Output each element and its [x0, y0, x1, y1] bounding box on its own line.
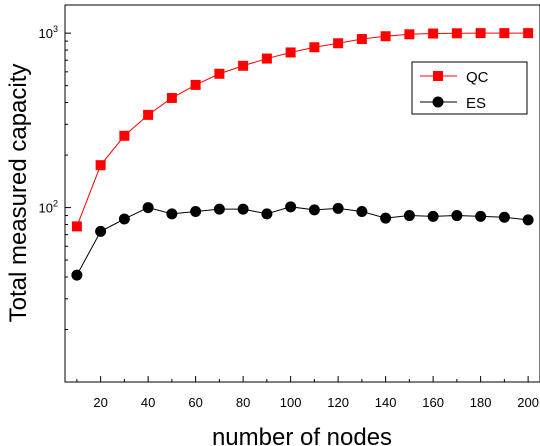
x-tick-label: 100 [280, 395, 302, 410]
data-point-es [71, 269, 83, 281]
data-point-es [237, 203, 249, 215]
legend-box [411, 61, 528, 115]
data-point-es [356, 205, 368, 217]
x-tick-label: 120 [327, 395, 349, 410]
data-point-es [213, 203, 225, 215]
data-point-qc [523, 28, 534, 39]
data-point-es [118, 213, 130, 225]
y-tick-label: 102 [39, 199, 58, 216]
data-point-qc [451, 28, 462, 39]
x-tick-label: 180 [470, 395, 492, 410]
legend-es-label: ES [466, 95, 486, 112]
data-point-qc [475, 28, 486, 39]
data-point-es [142, 202, 154, 214]
data-point-qc [356, 34, 367, 45]
data-point-es [166, 208, 178, 220]
data-point-es [308, 204, 320, 216]
data-point-qc [428, 28, 439, 39]
x-tick-label: 20 [93, 395, 107, 410]
data-point-qc [71, 221, 82, 232]
x-axis-title: number of nodes [212, 424, 392, 446]
data-point-es [285, 201, 297, 213]
x-tick-label: 80 [236, 395, 250, 410]
data-point-qc [214, 68, 225, 79]
x-tick-label: 160 [422, 395, 444, 410]
data-point-qc [166, 92, 177, 103]
data-point-es [190, 205, 202, 217]
data-point-qc [333, 38, 344, 49]
data-point-qc [119, 130, 130, 141]
x-tick-label: 140 [375, 395, 397, 410]
data-point-qc [190, 79, 201, 90]
data-point-qc [380, 31, 391, 42]
data-point-qc [309, 42, 320, 53]
x-tick-label: 40 [141, 395, 155, 410]
data-point-es [95, 225, 107, 237]
data-point-qc [143, 109, 154, 120]
legend-es-marker [432, 96, 444, 108]
data-point-qc [499, 28, 510, 39]
legend: QC ES [411, 61, 528, 115]
data-point-qc [404, 29, 415, 40]
data-point-es [403, 210, 415, 222]
legend-qc-marker [433, 71, 443, 81]
x-tick-label: 60 [188, 395, 202, 410]
data-point-es [498, 211, 510, 223]
y-axis-title: Total measured capacity [5, 64, 32, 323]
data-point-es [522, 214, 534, 226]
data-point-es [451, 210, 463, 222]
data-point-qc [285, 47, 296, 58]
data-point-es [332, 202, 344, 214]
axis-ticks [65, 32, 529, 382]
data-point-es [427, 210, 439, 222]
data-point-qc [95, 160, 106, 171]
plot-frame [64, 4, 540, 383]
y-tick-label: 103 [39, 24, 58, 41]
data-point-qc [238, 60, 249, 71]
data-point-qc [261, 53, 272, 64]
x-tick-label: 200 [517, 395, 539, 410]
legend-qc-label: QC [466, 69, 489, 86]
data-point-es [475, 210, 487, 222]
series-layer [71, 28, 534, 281]
data-point-es [380, 212, 392, 224]
axis-tick-labels: 20 40 60 80 100 120 140 160 180 200 102 103 [39, 24, 539, 410]
data-point-es [261, 208, 273, 220]
